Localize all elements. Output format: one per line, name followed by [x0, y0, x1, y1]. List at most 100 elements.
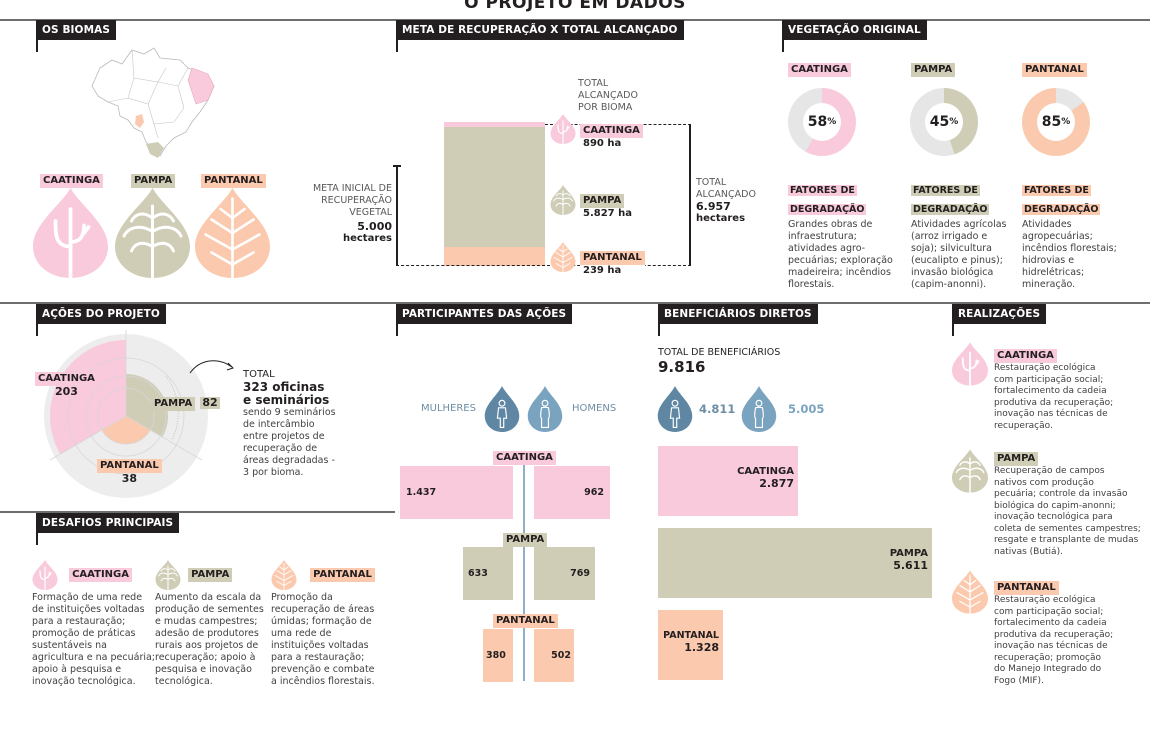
total-beneficiaries-value: 9.816: [658, 358, 706, 376]
left-lower-divider: [0, 511, 395, 513]
title-marker: [782, 30, 784, 52]
bar-men-caatinga: 962: [534, 466, 610, 519]
bar-segment-pantanal: [444, 247, 545, 266]
biome-label: PAMPA: [580, 194, 625, 208]
bar-label: CAATINGA: [737, 466, 794, 477]
bar-women-pantanal: 380: [483, 629, 513, 682]
percent-sign: %: [1061, 117, 1071, 127]
section-title-vegetacao: VEGETAÇÃO ORIGINAL: [782, 20, 927, 40]
title-marker: [396, 314, 398, 336]
bar-label: PAMPA: [889, 548, 928, 559]
challenge-item-pantanal: PANTANAL Promoção da recuperação de áreas…: [271, 560, 391, 688]
biome-label: PAMPA: [188, 568, 233, 582]
goal-bracket-cap: [393, 165, 401, 167]
middle-divider: [0, 302, 1150, 304]
factors-label: FATORES DE: [788, 185, 857, 196]
biome-label: PANTANAL: [310, 568, 375, 582]
title-marker: [396, 30, 398, 52]
by-biome-label: TOTAL ALCANÇADO POR BIOMA: [578, 78, 638, 113]
title-marker: [36, 30, 38, 52]
challenge-text: Aumento da escala da produção de sementes…: [155, 592, 264, 687]
meta-item-caatinga: CAATINGA 890 ha: [580, 118, 643, 149]
biome-label: CAATINGA: [40, 174, 103, 188]
acoes-value: 203: [54, 385, 78, 398]
woman-icon: [483, 386, 521, 432]
factors-label: DEGRADAÇÃO: [1022, 204, 1101, 215]
title-marker: [36, 314, 38, 336]
factors-pantanal: FATORES DE DEGRADAÇÃO Atividades agropecu…: [1022, 178, 1117, 291]
donut-value: 85: [1041, 114, 1062, 130]
meta-value: 5.827 ha: [583, 208, 632, 219]
stacked-bar: [444, 122, 545, 266]
title-marker: [658, 314, 660, 336]
biome-label: CAATINGA: [788, 63, 851, 77]
acoes-item-pantanal: PANTANAL 38: [97, 453, 162, 485]
bar-value: 5.611: [893, 559, 928, 572]
cactus-leaf-icon: [33, 188, 108, 278]
biome-item-pampa: PAMPA: [131, 168, 176, 188]
cactus-leaf-icon: [32, 560, 58, 590]
donut-value: 58: [807, 114, 828, 130]
vegetation-item-pampa: PAMPA: [911, 57, 956, 77]
biome-item-caatinga: CAATINGA: [40, 168, 103, 188]
biome-label: PAMPA: [911, 63, 956, 77]
biome-label: PANTANAL: [580, 251, 645, 265]
percent-sign: %: [949, 117, 959, 127]
page-title: O PROJETO EM DADOS: [464, 0, 686, 13]
biome-label: CAATINGA: [35, 372, 98, 386]
vegetation-item-pantanal: PANTANAL: [1022, 57, 1087, 77]
total-label: TOTAL: [243, 369, 275, 380]
bar-beneficiaries-caatinga: CAATINGA 2.877: [658, 446, 798, 516]
arrow-icon: [189, 360, 234, 374]
section-title-realizacoes: REALIZAÇÕES: [952, 304, 1047, 324]
total-beneficiaries-label: TOTAL DE BENEFICIÁRIOS: [658, 347, 781, 358]
bar-women-caatinga: 1.437: [400, 466, 513, 519]
man-icon: [526, 386, 564, 432]
factors-text: Atividades agropecuárias; incêndios flores…: [1022, 219, 1117, 290]
bar-women-pampa: 633: [463, 547, 513, 600]
achievement-item-caatinga: CAATINGA Restauração ecológica com partic…: [994, 343, 1150, 432]
section-title-participantes: PARTICIPANTES DAS AÇÕES: [396, 304, 573, 324]
women-legend-label: MULHERES: [421, 403, 476, 414]
factors-text: Grandes obras de infraestrutura; atividade…: [788, 219, 893, 290]
men-count: 5.005: [788, 402, 825, 416]
total-value: 323 oficinas e seminários: [243, 380, 330, 407]
bar-segment-pampa: [444, 127, 545, 247]
bar-men-pampa: 769: [534, 547, 595, 600]
bar-value: 380: [486, 650, 506, 661]
bar-beneficiaries-pampa: PAMPA 5.611: [658, 528, 932, 598]
woman-icon: [657, 386, 693, 432]
women-count: 4.811: [699, 402, 736, 416]
bar-value: 1.437: [406, 487, 437, 498]
goal-label: META INICIAL DE RECUPERAÇÃO VEGETAL 5.000 …: [310, 183, 392, 245]
grass-leaf-icon: [115, 188, 190, 278]
section-title-biomas: OS BIOMAS: [36, 20, 117, 40]
bar-men-pantanal: 502: [534, 629, 574, 682]
grass-leaf-icon: [952, 449, 988, 493]
donut-value: 45: [929, 114, 950, 130]
factors-label: FATORES DE: [1022, 185, 1091, 196]
meta-value: 890 ha: [583, 138, 622, 149]
biome-label: PAMPA: [151, 397, 196, 411]
donut-pampa: 45%: [910, 88, 978, 156]
biome-label: PANTANAL: [994, 581, 1059, 595]
vein-leaf-icon: [550, 242, 576, 272]
cactus-leaf-icon: [952, 342, 988, 386]
acoes-item-caatinga: CAATINGA 203: [35, 366, 98, 398]
challenge-text: Formação de uma rede de instituições volt…: [32, 592, 156, 687]
section-title-desafios: DESAFIOS PRINCIPAIS: [36, 513, 180, 533]
challenge-text: Promoção da recuperação de áreas úmidas; f…: [271, 592, 375, 687]
participants-label-pampa: PAMPA: [503, 527, 548, 547]
factors-pampa: FATORES DE DEGRADAÇÃO Atividades agrícol…: [911, 178, 1007, 291]
biome-label: CAATINGA: [580, 124, 643, 138]
cactus-leaf-icon: [550, 114, 576, 144]
achievement-text: Restauração ecológica com participação so…: [994, 595, 1114, 686]
biome-label: PANTANAL: [201, 174, 266, 188]
title-marker: [952, 314, 954, 336]
biome-label: CAATINGA: [69, 568, 132, 582]
bottom-dotted-line: [396, 265, 691, 266]
biome-label: PAMPA: [131, 174, 176, 188]
acoes-value: 82: [200, 396, 220, 409]
acoes-value: 38: [121, 472, 138, 485]
factors-text: Atividades agrícolas (arroz irrigado e soj…: [911, 219, 1007, 290]
